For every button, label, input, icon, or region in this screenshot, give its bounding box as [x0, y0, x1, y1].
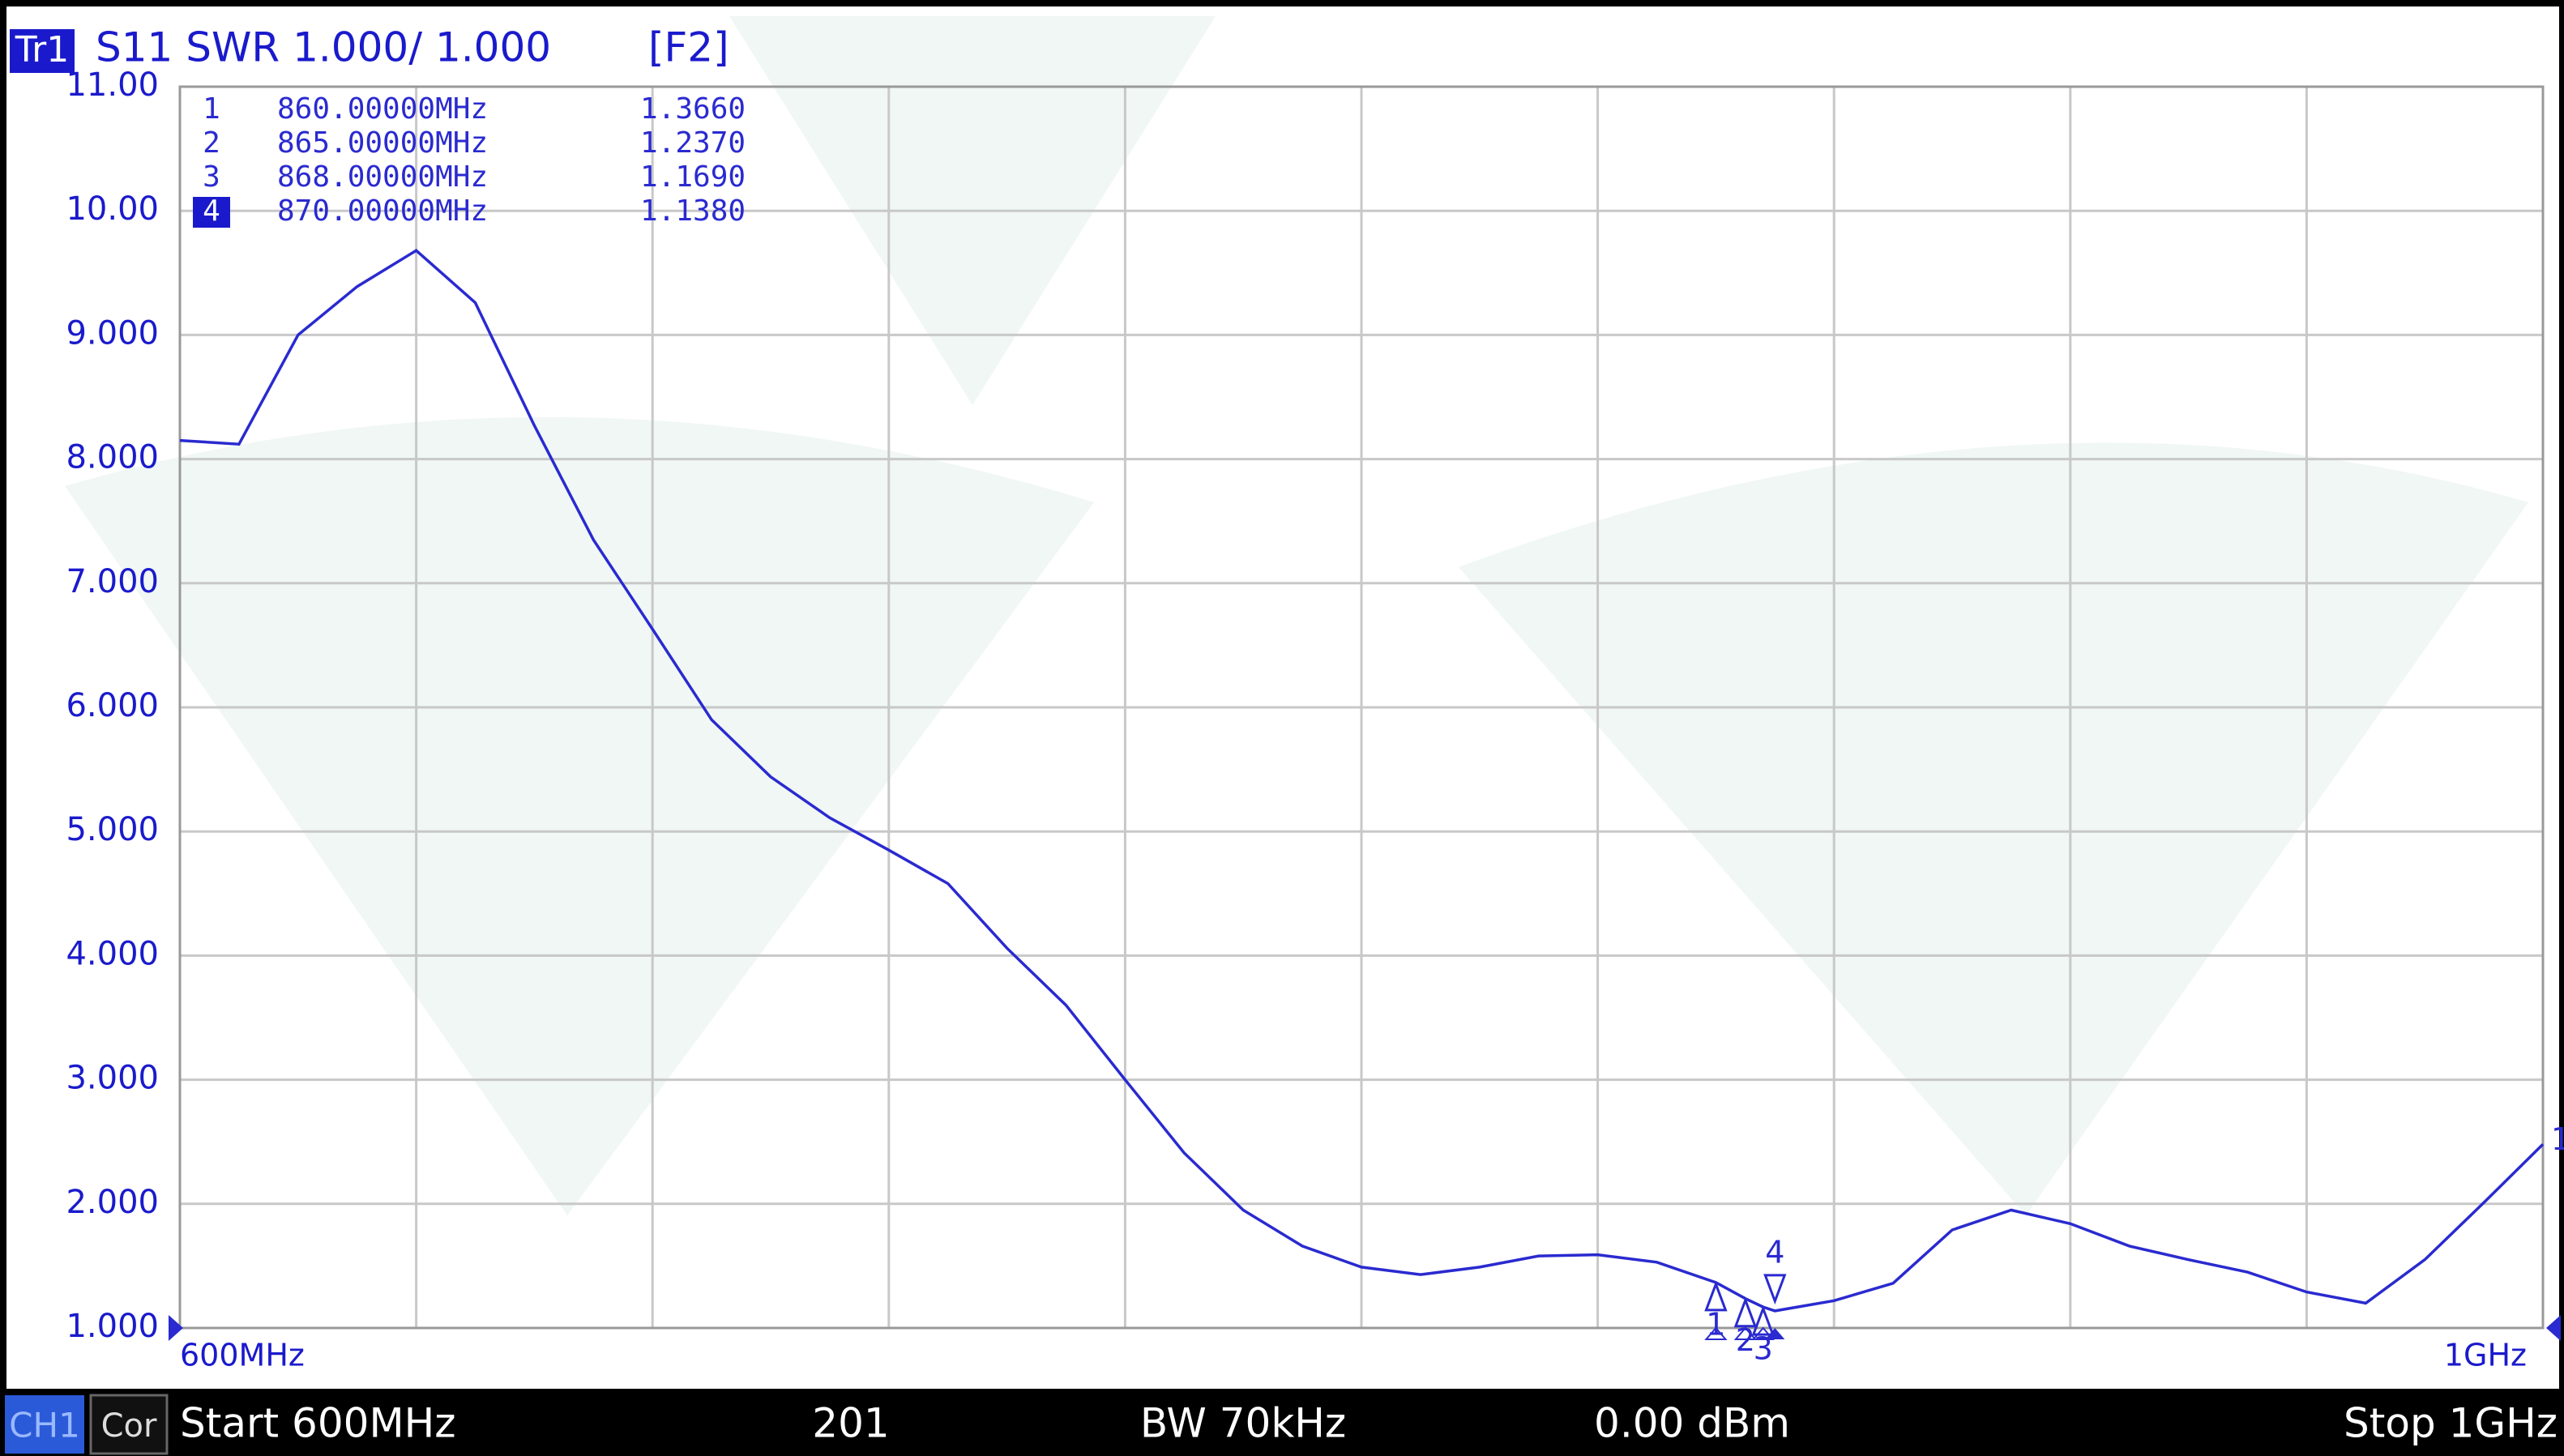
trace-badge [10, 29, 75, 73]
status-bar [0, 1389, 2564, 1456]
marker-table-value: 1.2370 [640, 126, 746, 160]
display-area [6, 6, 2559, 1389]
marker-table-number: 4 [203, 194, 220, 228]
marker-triangle [1763, 1274, 1787, 1305]
stop-frequency: Stop 1GHz [2344, 1400, 2558, 1447]
function-key: [F2] [648, 24, 729, 71]
y-tick-label: 1.000 [66, 1308, 159, 1345]
y-tick-label: 6.000 [66, 687, 159, 724]
y-tick-label: 4.000 [66, 935, 159, 972]
trace-line [179, 249, 2545, 1313]
marker-number: 4 [1765, 1234, 1784, 1270]
marker-triangle [1751, 1304, 1775, 1336]
source-power: 0.00 dBm [1594, 1400, 1790, 1447]
trace-title: S11 SWR 1.000/ 1.000 [96, 24, 551, 71]
trace-label: Tr1 [15, 29, 70, 70]
marker-stimulus-arrow [1751, 1326, 1775, 1340]
marker-active-badge [193, 197, 230, 228]
marker-table-frequency: 860.00000MHz [277, 92, 488, 126]
reference-marker: 1 [2551, 1121, 2564, 1157]
marker-stimulus-arrow [1765, 1328, 1785, 1339]
marker-number: 2 [1736, 1322, 1755, 1358]
y-tick-label: 9.000 [66, 314, 159, 352]
marker-table-value: 1.3660 [640, 92, 746, 126]
correction-badge [89, 1394, 169, 1455]
marker-triangle [1733, 1296, 1758, 1328]
x-tick-label: 1GHz [2444, 1338, 2527, 1373]
y-tick-label: 2.000 [66, 1184, 159, 1221]
marker-table-frequency: 865.00000MHz [277, 126, 488, 160]
channel-label: CH1 [9, 1406, 80, 1445]
marker-table-number: 1 [203, 92, 220, 126]
y-tick-label: 8.000 [66, 439, 159, 476]
start-frequency: Start 600MHz [180, 1400, 455, 1447]
marker-table-value: 1.1380 [640, 194, 746, 228]
if-bandwidth: BW 70kHz [1140, 1400, 1346, 1447]
x-tick-label: 600MHz [180, 1338, 305, 1373]
marker-triangle [1704, 1280, 1728, 1312]
marker-table-number: 3 [203, 160, 220, 194]
reference-right-arrow [2546, 1315, 2561, 1341]
channel-badge [5, 1395, 84, 1454]
marker-stimulus-arrow [1733, 1326, 1758, 1340]
reference-level-arrow [169, 1315, 183, 1341]
marker-table-frequency: 870.00000MHz [277, 194, 488, 228]
y-tick-label: 10.00 [66, 190, 159, 228]
marker-table-frequency: 868.00000MHz [277, 160, 488, 194]
y-tick-label: 7.000 [66, 563, 159, 600]
correction-label: Cor [101, 1407, 157, 1445]
plot-frame [178, 85, 2545, 1330]
sweep-points: 201 [812, 1400, 889, 1447]
marker-number: 1 [1706, 1306, 1725, 1342]
y-tick-label: 11.00 [66, 66, 159, 104]
y-tick-label: 5.000 [66, 811, 159, 848]
marker-table-number: 2 [203, 126, 220, 160]
marker-stimulus-arrow [1704, 1326, 1728, 1340]
marker-table-value: 1.1690 [640, 160, 746, 194]
plot: 1.000 2.000 3.000 4.000 5.000 6.000 7.000 8.000… [66, 66, 2564, 1373]
y-tick-label: 3.000 [66, 1060, 159, 1097]
